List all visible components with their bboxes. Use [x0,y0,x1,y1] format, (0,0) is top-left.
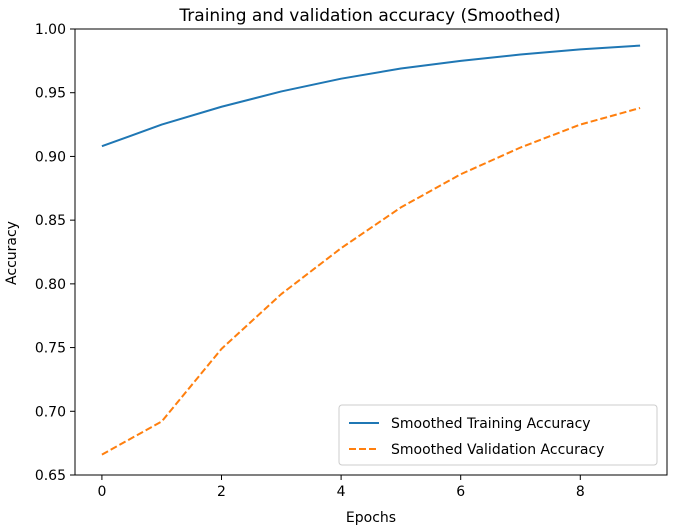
y-tick-label: 0.95 [35,86,66,102]
y-tick-label: 0.75 [35,341,66,357]
y-tick-label: 0.90 [35,149,66,165]
series-layer [101,44,641,456]
y-tick-label: 0.80 [35,277,66,293]
x-tick-label: 2 [217,484,226,500]
y-tick-label: 0.65 [35,468,66,484]
x-tick-label: 6 [456,484,465,500]
series-line-validation [101,107,641,456]
x-tick-label: 8 [576,484,585,500]
x-tick-label: 0 [97,484,106,500]
plot-frame [74,28,668,476]
series-line-training [101,44,641,148]
chart-title: Training and validation accuracy (Smooth… [178,6,560,26]
x-axis: 0 2 4 6 8 [97,475,585,500]
y-axis-label: Accuracy [4,221,20,285]
x-tick-label: 4 [337,484,346,500]
legend-box [338,404,658,466]
y-tick-label: 0.70 [35,404,66,420]
y-tick-label: 0.85 [35,213,66,229]
x-axis-label: Epochs [346,510,396,526]
legend-label: Smoothed Training Accuracy [391,416,591,432]
legend: Smoothed Training Accuracy Smoothed Valid… [338,404,658,466]
y-tick-label: 1.00 [35,22,66,38]
legend-label: Smoothed Validation Accuracy [391,442,604,458]
y-axis: 0.65 0.70 0.75 0.80 0.85 0.90 0.95 1.00 [35,22,75,484]
